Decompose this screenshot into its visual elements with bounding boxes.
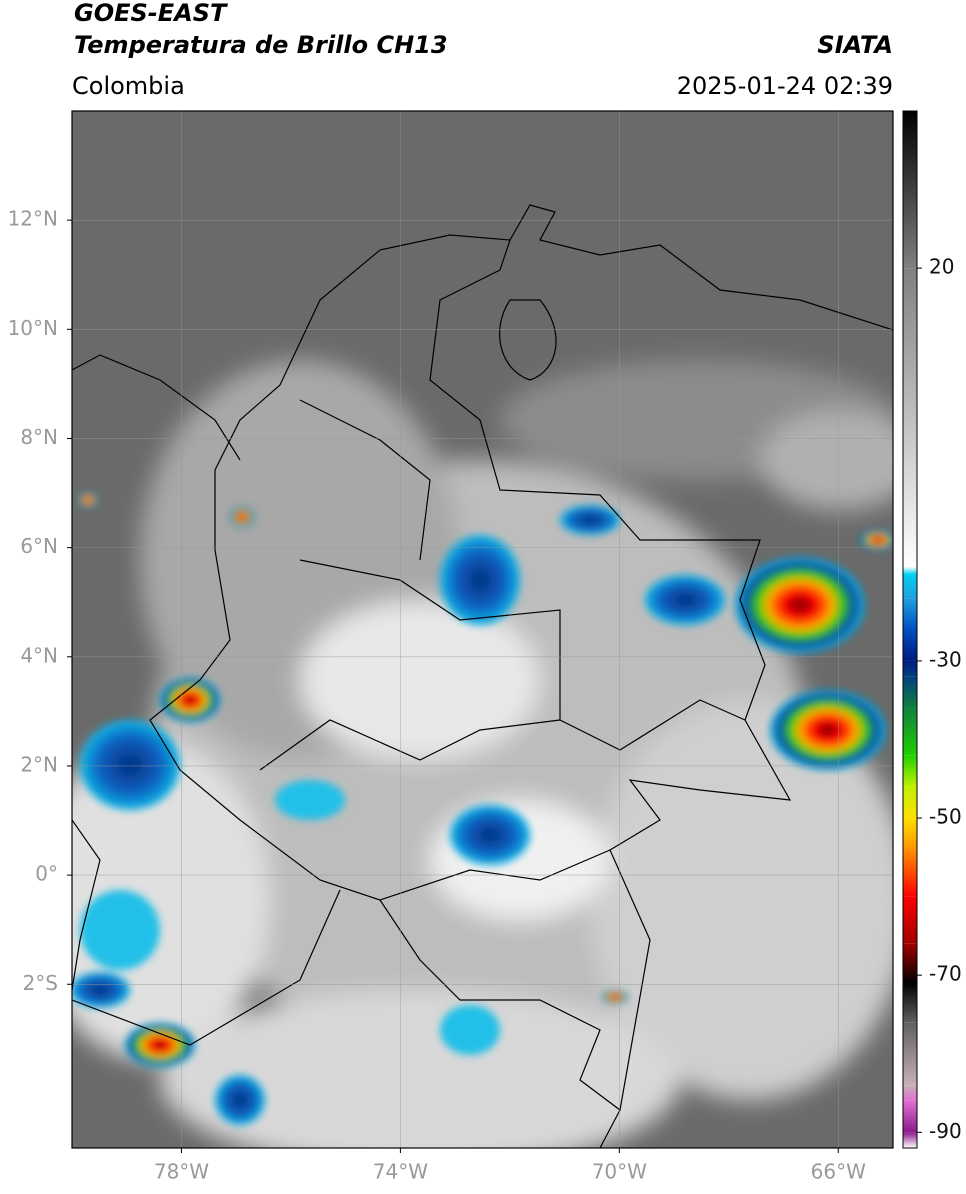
x-tick-label: 70°W	[592, 1160, 647, 1184]
y-tick-label: 2°N	[20, 752, 58, 776]
y-tick-label: 12°N	[8, 207, 58, 231]
x-tick-label: 78°W	[154, 1160, 209, 1184]
colorbar-segment	[903, 574, 917, 599]
y-tick-label: 6°N	[20, 534, 58, 558]
colorbar-frame	[902, 110, 918, 1149]
y-tick-label: 0°	[35, 862, 58, 886]
colorbar-segment	[903, 111, 917, 269]
y-tick-label: 8°N	[20, 425, 58, 449]
colorbar-segment	[903, 708, 917, 756]
colorbar-segment	[903, 786, 917, 819]
colorbar-segment	[903, 896, 917, 944]
datetime: 2025-01-24 02:39	[677, 72, 893, 100]
colorbar-segment	[903, 849, 917, 897]
y-tick-label: 2°S	[23, 971, 58, 995]
colorbar-segment	[903, 983, 917, 1023]
x-tick-label: 74°W	[373, 1160, 428, 1184]
colorbar-segment	[903, 566, 917, 575]
colorbar-tick-label: 20	[929, 255, 954, 279]
colorbar-segment	[903, 755, 917, 787]
colorbar-segment	[903, 818, 917, 850]
satellite-image	[72, 111, 893, 1148]
y-tick-label: 10°N	[8, 316, 58, 340]
colorbar-segment	[903, 1132, 917, 1148]
title-line: GOES-EAST	[74, 0, 228, 27]
colorbar-tick-label: -50	[929, 805, 962, 829]
colorbar-segment	[903, 660, 917, 677]
colorbar-segment	[903, 629, 917, 661]
colorbar-segment	[903, 676, 917, 709]
colorbar-segment	[903, 1085, 917, 1101]
colorbar-tick-label: -90	[929, 1119, 962, 1143]
map-frame	[71, 110, 894, 1149]
colorbar-segment	[903, 268, 917, 567]
source: SIATA	[817, 31, 893, 59]
colorbar-segment	[903, 598, 917, 630]
region: Colombia	[72, 72, 185, 100]
y-tick-label: 4°N	[20, 643, 58, 667]
colorbar-tick-label: -30	[929, 647, 962, 671]
colorbar-segment	[903, 943, 917, 984]
colorbar-segment	[903, 1022, 917, 1086]
colorbar-segment	[903, 1100, 917, 1133]
x-tick-label: 66°W	[811, 1160, 866, 1184]
colorbar-tick-label: -70	[929, 962, 962, 986]
title-line: Temperatura de Brillo CH13	[74, 31, 448, 59]
